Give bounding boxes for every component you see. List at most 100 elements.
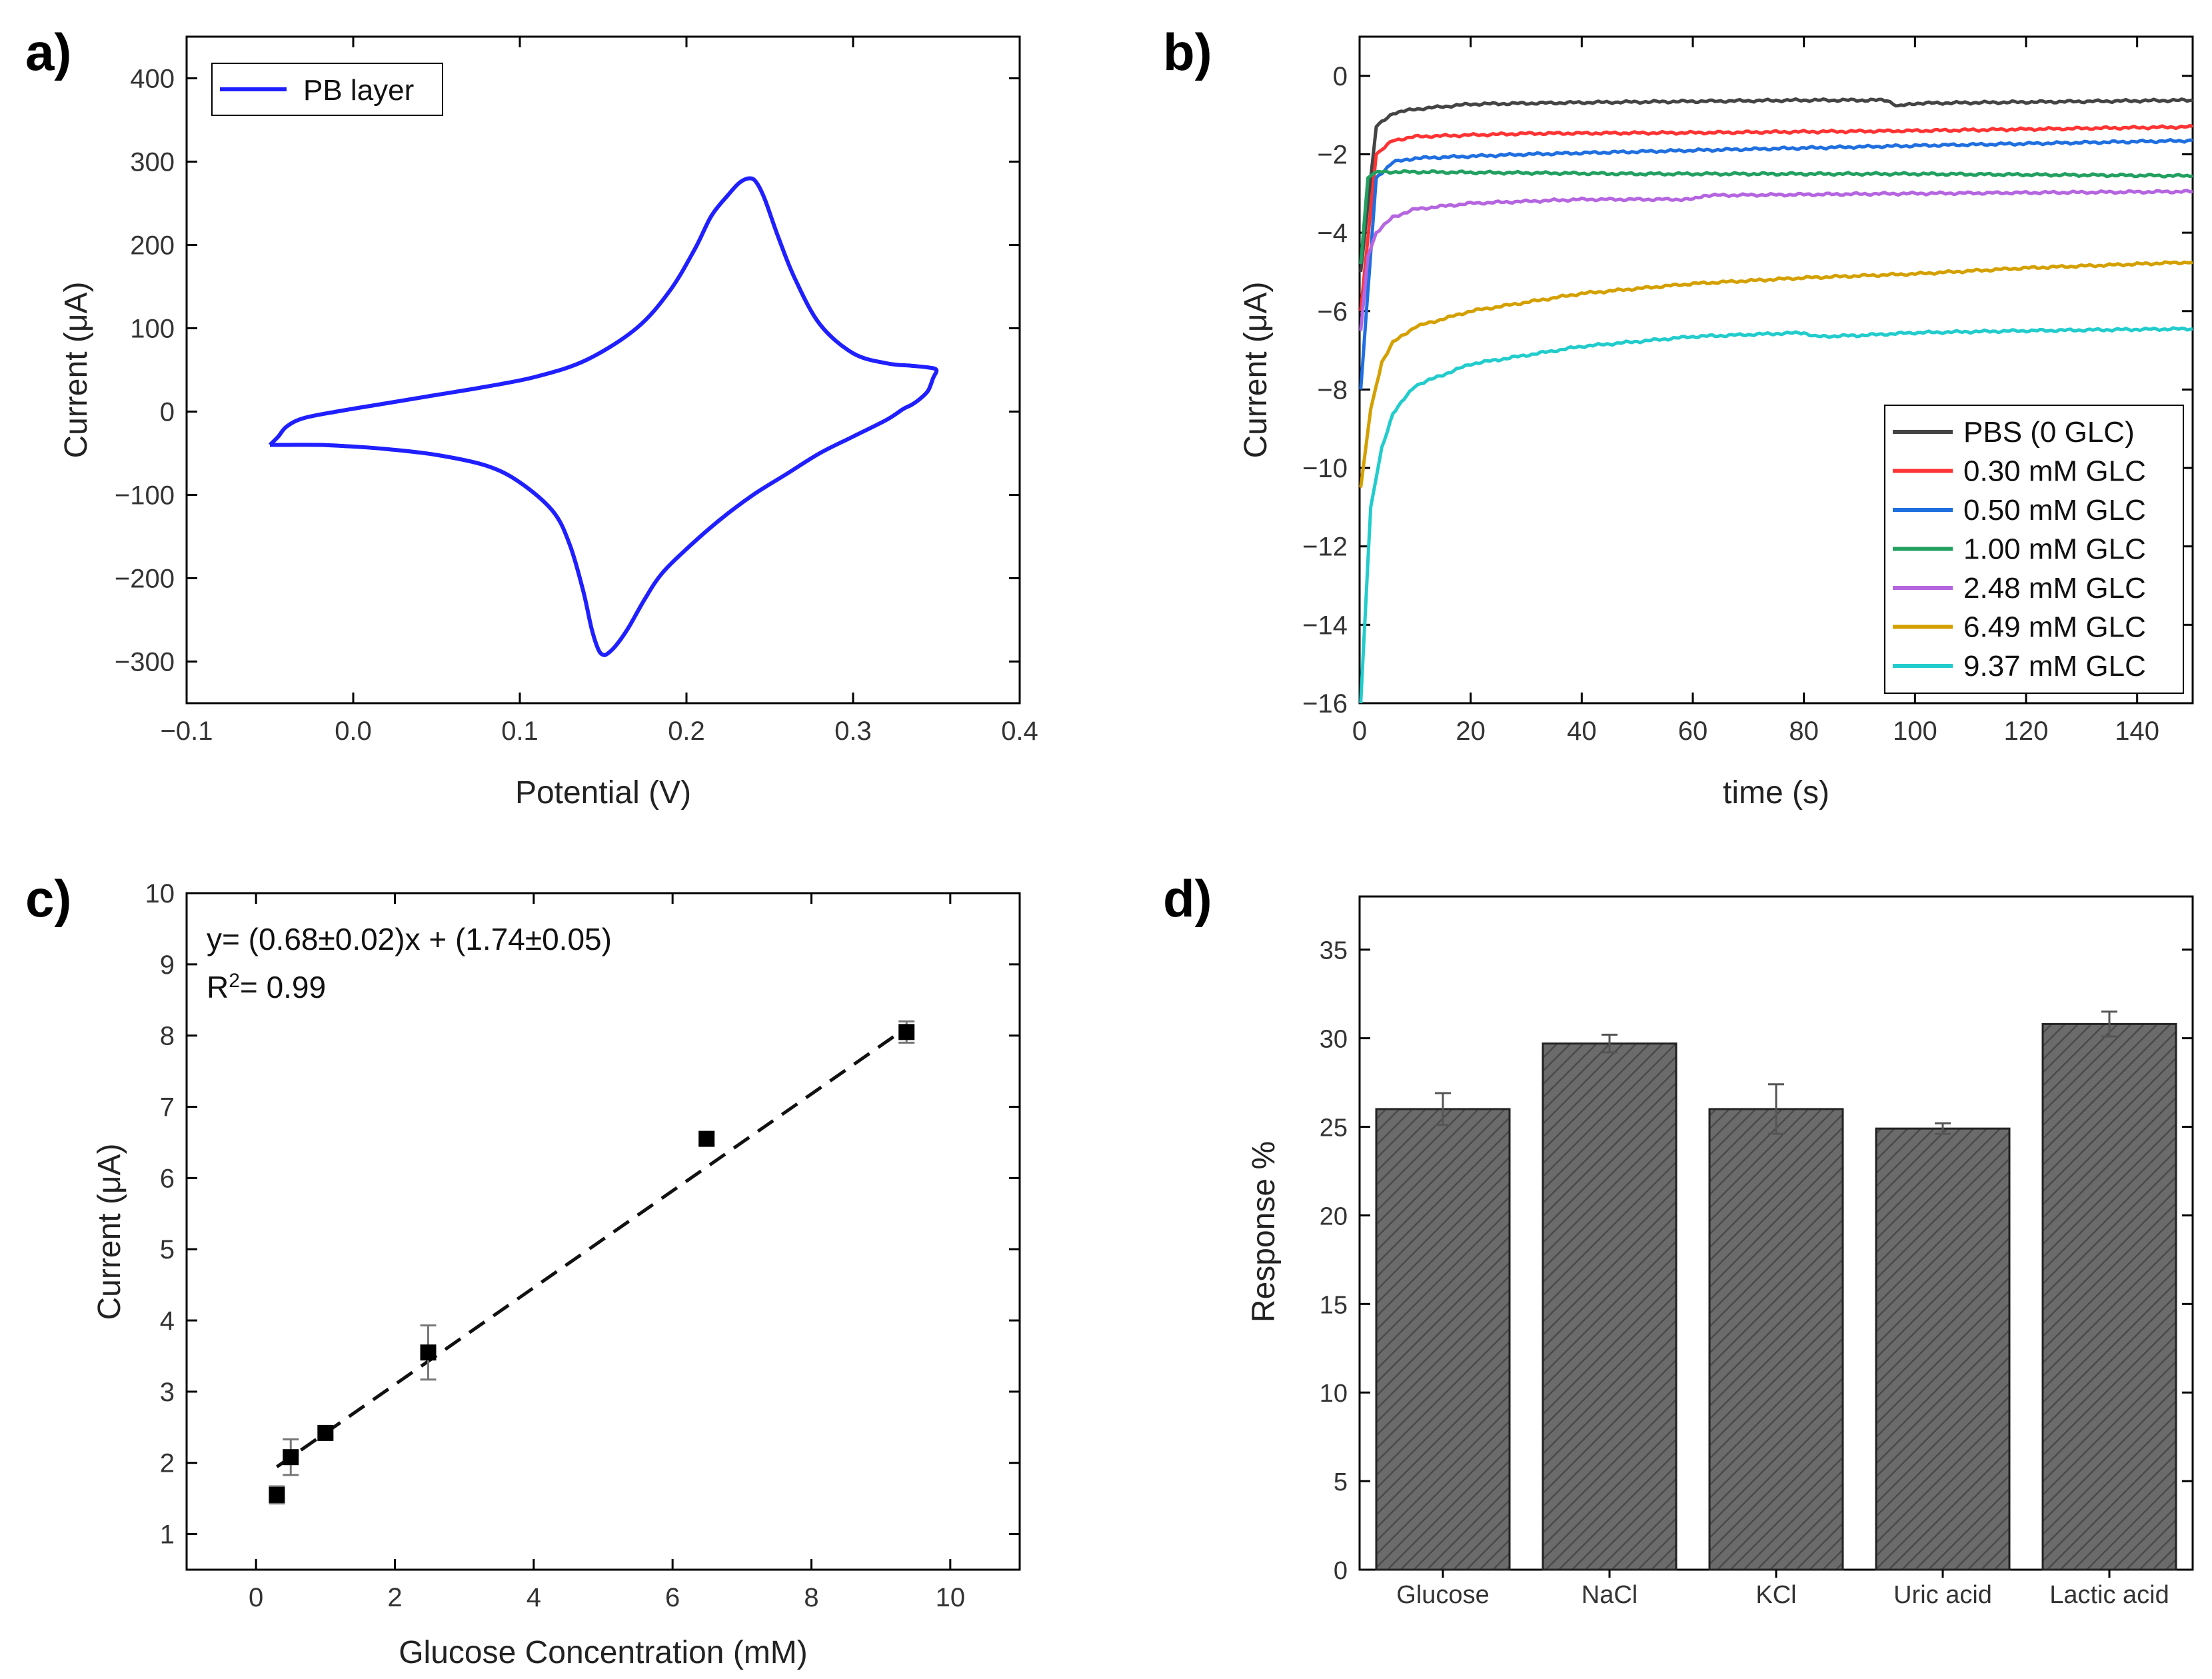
- data-point: [317, 1424, 334, 1441]
- panel-b-y-tick-label: −14: [1302, 611, 1348, 640]
- panel-a-y-tick-label: 200: [130, 231, 175, 261]
- panel-c-y-tick-label: 8: [160, 1022, 175, 1051]
- x-tick-label-kcl: KCl: [1755, 1581, 1796, 1609]
- panel-a-x-tick-label: 0.0: [335, 717, 372, 746]
- panel-d-ticks: 0 5 10 15 20 25 30 35: [1320, 937, 2193, 1585]
- bar-nacl: [1542, 1042, 1677, 1571]
- panel-b-x-tick-label: 120: [2004, 717, 2049, 746]
- panel-b-y-tick-label: −2: [1317, 140, 1348, 169]
- panel-b-x-tick-label: 80: [1789, 717, 1819, 746]
- panel-b-curves: [1359, 97, 2194, 704]
- bar-glucose: [1375, 1108, 1511, 1571]
- panel-c-x-axis-label: Glucose Concentration (mM): [399, 1635, 808, 1670]
- legend-label-0-50-mm-glc: 0.50 mM GLC: [1963, 494, 2146, 527]
- panel-c-y-tick-label: 7: [160, 1093, 175, 1122]
- curve-6-49-mm-glc: [1359, 260, 2193, 488]
- panel-a-x-tick-label: 0.4: [1001, 717, 1038, 746]
- panel-d: d) 0 5 10 15 20 25 30 35 Glucose NaCl KCl Uric aci…: [1163, 869, 2194, 1609]
- panel-b-x-axis-label: time (s): [1723, 775, 1829, 811]
- panel-d-y-tick-label: 0: [1334, 1557, 1348, 1585]
- panel-c-y-tick-label: 1: [160, 1520, 175, 1550]
- panel-d-y-tick-label: 20: [1320, 1202, 1348, 1230]
- data-point: [269, 1486, 285, 1503]
- panel-c-y-tick-label: 2: [160, 1449, 175, 1478]
- panel-c-x-tick-label: 2: [387, 1583, 402, 1612]
- panel-d-y-tick-label: 5: [1334, 1468, 1348, 1496]
- panel-c-x-tick-label: 8: [804, 1583, 818, 1612]
- panel-b-x-tick-label: 40: [1567, 717, 1597, 746]
- r-squared-superscript: 2: [229, 970, 240, 992]
- panel-d-y-tick-label: 10: [1320, 1380, 1348, 1408]
- panel-c-points: [269, 1020, 915, 1505]
- panel-b-y-tick-label: −12: [1302, 533, 1348, 562]
- panel-b-y-tick-label: −10: [1302, 454, 1348, 483]
- panel-c-y-tick-label: 3: [160, 1378, 175, 1407]
- panel-a-y-tick-label: 100: [130, 315, 175, 344]
- panel-c-y-tick-label: 9: [160, 950, 175, 980]
- fit-equation: y= (0.68±0.02)x + (1.74±0.05): [207, 922, 612, 956]
- data-point: [898, 1024, 915, 1040]
- panel-c-y-axis-label: Current (μA): [92, 1143, 127, 1320]
- panel-b-letter: b): [1163, 23, 1212, 81]
- panel-c-x-tick-label: 6: [665, 1583, 680, 1612]
- data-point: [283, 1449, 299, 1466]
- panel-c-y-tick-label: 10: [145, 879, 175, 908]
- panel-b-legend: PBS (0 GLC) 0.30 mM GLC 0.50 mM GLC 1.00 mM…: [1884, 405, 2184, 694]
- x-tick-label-uric-acid: Uric acid: [1893, 1581, 1992, 1609]
- panel-a-y-tick-label: −100: [115, 481, 175, 511]
- panel-c-y-tick-label: 6: [160, 1164, 175, 1193]
- curve-0-30-mm-glc: [1359, 123, 2194, 312]
- panel-a-y-axis-label: Current (μA): [59, 281, 94, 458]
- panel-b-y-axis-label: Current (μA): [1238, 281, 1274, 458]
- panel-d-letter: d): [1163, 869, 1212, 928]
- panel-a-x-tick-label: −0.1: [161, 717, 213, 746]
- panel-c-letter: c): [25, 869, 71, 928]
- panel-c-x-tick-label: 10: [936, 1583, 966, 1612]
- panel-d-y-tick-label: 25: [1320, 1114, 1348, 1142]
- pb-layer-cv-curve: [268, 176, 939, 657]
- panel-b-x-tick-label: 0: [1352, 717, 1367, 746]
- linear-fit-line: [275, 1026, 908, 1468]
- r-squared-value: = 0.99: [240, 970, 326, 1004]
- panel-a-x-tick-label: 0.3: [834, 717, 872, 746]
- panel-d-y-tick-label: 15: [1320, 1291, 1348, 1319]
- panel-a-y-tick-label: −300: [115, 648, 175, 677]
- panel-b-x-tick-label: 140: [2115, 717, 2159, 746]
- panel-a: a) −0.1 0.0 0.1 0.2 0.3 0.4 −300 −200 −100 0 100 20…: [25, 23, 1038, 811]
- data-point: [698, 1130, 715, 1147]
- legend-label-pbs-0-glc: PBS (0 GLC): [1963, 416, 2135, 449]
- data-point: [420, 1344, 437, 1361]
- panel-a-y-tick-label: 0: [160, 398, 175, 427]
- x-tick-label-lactic-acid: Lactic acid: [2049, 1581, 2169, 1609]
- panel-c-y-tick-label: 4: [160, 1306, 175, 1336]
- panel-a-ticks: −0.1 0.0 0.1 0.2 0.3 0.4 −300 −200 −100 0 100 200 30…: [115, 37, 1038, 746]
- r-squared: R2= 0.99: [207, 970, 326, 1005]
- curve-pbs-0-glc: [1359, 97, 2193, 273]
- panel-c-frame: [185, 892, 1021, 1571]
- curve-9-37-mm-glc: [1359, 326, 2193, 704]
- curve-1-00-mm-glc: [1359, 169, 2193, 265]
- panel-c-y-tick-label: 5: [160, 1235, 175, 1264]
- bar-kcl: [1708, 1108, 1844, 1571]
- x-tick-label-glucose: Glucose: [1396, 1581, 1489, 1609]
- panel-d-y-axis-label: Response %: [1246, 1141, 1282, 1322]
- legend-label-9-37-mm-glc: 9.37 mM GLC: [1963, 650, 2146, 683]
- panel-b-x-tick-label: 100: [1893, 717, 1937, 746]
- panel-b-y-tick-label: −8: [1317, 375, 1348, 405]
- panel-a-x-tick-label: 0.2: [668, 717, 705, 746]
- panel-b-ticks: 0 20 40 60 80 100 120 140 −16 −14 −12 −10 −8 −6 −4 −2 0: [1302, 37, 2193, 746]
- panel-b-y-tick-label: −16: [1302, 689, 1348, 719]
- legend-label-2-48-mm-glc: 2.48 mM GLC: [1963, 572, 2146, 605]
- x-tick-label-nacl: NaCl: [1582, 1581, 1638, 1609]
- legend-label-pb-layer: PB layer: [303, 74, 414, 107]
- legend-label-6-49-mm-glc: 6.49 mM GLC: [1963, 611, 2146, 644]
- panel-b-y-tick-label: 0: [1333, 62, 1348, 91]
- bar-lactic-acid: [2041, 1022, 2177, 1571]
- panel-b-x-tick-label: 20: [1456, 717, 1486, 746]
- panel-c-x-tick-label: 4: [527, 1583, 541, 1612]
- legend-label-0-30-mm-glc: 0.30 mM GLC: [1963, 455, 2146, 488]
- panel-d-y-tick-label: 30: [1320, 1026, 1348, 1054]
